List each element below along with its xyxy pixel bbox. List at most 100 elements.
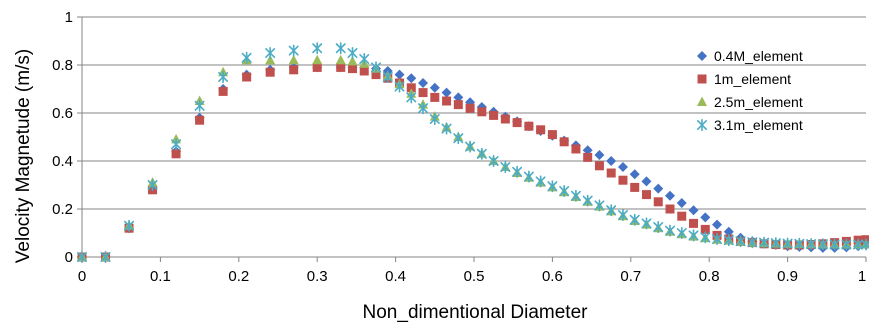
point-s3-37 [641, 217, 652, 230]
point-s1-37 [641, 190, 651, 200]
point-s3-9 [288, 44, 299, 57]
point-s0-44 [723, 226, 734, 237]
point-s3-44 [723, 234, 734, 247]
point-s3-46 [747, 236, 758, 249]
point-s3-25 [500, 161, 511, 173]
point-s0-20 [441, 87, 452, 98]
point-s1-12 [347, 64, 357, 74]
point-s3-49 [782, 237, 793, 250]
point-s1-27 [524, 121, 534, 131]
y-axis-title: Velocity Magnetude (m/s) [13, 49, 34, 263]
point-s1-30 [559, 137, 569, 147]
x-tick-label-7: 0.7 [620, 268, 641, 285]
point-s1-25 [500, 114, 510, 124]
series-3 [77, 42, 869, 264]
point-s3-7 [241, 51, 252, 64]
point-s3-26 [512, 165, 523, 178]
series-1 [77, 62, 869, 262]
point-s3-20 [441, 122, 452, 135]
y-tick-label-4: 0.8 [52, 57, 73, 74]
point-s3-52 [817, 238, 828, 251]
point-s3-51 [806, 238, 817, 251]
point-s3-18 [418, 102, 429, 115]
y-tick-label-3: 0.6 [52, 105, 73, 122]
point-s3-28 [535, 175, 546, 188]
point-s1-28 [536, 125, 546, 135]
point-s1-7 [242, 72, 252, 82]
y-tick-label-2: 0.4 [52, 153, 73, 170]
y-tick-labels: 0 0.2 0.4 0.6 0.8 1 [52, 9, 73, 266]
x-tick-label-3: 0.3 [307, 268, 328, 285]
point-s3-19 [429, 113, 440, 125]
legend-marker-2 [697, 96, 707, 106]
plot-area [77, 42, 869, 264]
point-s0-38 [653, 183, 664, 194]
point-s3-42 [700, 231, 711, 244]
x-tick-label-2: 0.2 [228, 268, 249, 285]
point-s1-32 [583, 152, 593, 162]
point-s1-10 [312, 62, 322, 72]
point-s0-40 [676, 198, 687, 208]
point-s1-24 [489, 110, 499, 120]
point-s1-36 [630, 182, 640, 192]
point-s3-34 [606, 204, 617, 217]
point-s3-50 [794, 237, 805, 250]
point-s3-30 [559, 185, 570, 197]
point-s1-17 [406, 83, 416, 93]
point-s0-39 [665, 190, 675, 201]
legend-marker-3 [696, 119, 708, 131]
point-s1-21 [453, 100, 463, 110]
point-s0-36 [629, 169, 640, 180]
point-s3-21 [453, 132, 464, 145]
point-s1-20 [442, 96, 452, 106]
y-tick-label-5: 1 [65, 9, 73, 26]
legend-marker-1 [697, 74, 707, 84]
legend: 0.4M_element 1m_element 2.5m_element 3.1m_e… [696, 48, 803, 133]
point-s3-14 [370, 61, 382, 74]
point-s0-41 [688, 205, 699, 216]
point-s3-5 [194, 99, 205, 112]
point-s3-10 [312, 42, 323, 55]
point-s3-13 [359, 52, 370, 65]
legend-label-0: 0.4M_element [714, 48, 803, 64]
legend-marker-0 [697, 51, 707, 61]
y-tick-label-1: 0.2 [52, 201, 73, 218]
point-s3-45 [735, 235, 746, 248]
point-s3-0 [77, 251, 87, 264]
point-s2-11 [335, 54, 346, 65]
gridlines [82, 16, 866, 210]
x-axis-title: Non_dimentional Diameter [363, 302, 589, 323]
point-s3-24 [488, 155, 499, 167]
x-tick-label-8: 0.8 [699, 268, 720, 285]
point-s1-19 [430, 92, 440, 102]
point-s3-55 [853, 238, 864, 251]
point-s3-54 [841, 238, 852, 251]
point-s0-19 [429, 82, 440, 93]
point-s3-23 [476, 147, 487, 160]
point-s0-21 [453, 92, 464, 103]
point-s3-6 [218, 71, 229, 83]
x-tick-label-4: 0.4 [385, 268, 406, 285]
x-tick-labels: 0 0.1 0.2 0.3 0.4 0.5 0.6 0.7 0.8 0.9 1 [78, 268, 866, 285]
point-s3-33 [594, 199, 605, 212]
point-s0-37 [641, 176, 652, 187]
point-s0-33 [594, 150, 605, 160]
point-s1-4 [171, 149, 181, 159]
point-s1-39 [665, 204, 675, 214]
point-s0-17 [406, 73, 417, 84]
point-s0-42 [700, 212, 711, 223]
point-s1-40 [677, 211, 687, 221]
x-tick-label-5: 0.5 [464, 268, 485, 285]
x-tick-label-6: 0.6 [542, 268, 563, 285]
point-s1-38 [653, 197, 663, 207]
point-s3-48 [770, 237, 781, 250]
legend-label-2: 2.5m_element [714, 94, 803, 110]
point-s3-41 [688, 229, 699, 242]
point-s0-43 [712, 219, 723, 230]
point-s1-22 [465, 103, 475, 113]
point-s1-14 [371, 70, 381, 80]
point-s3-31 [570, 189, 581, 202]
point-s0-16 [394, 69, 405, 80]
point-s1-11 [336, 62, 346, 72]
point-s0-34 [606, 156, 617, 166]
